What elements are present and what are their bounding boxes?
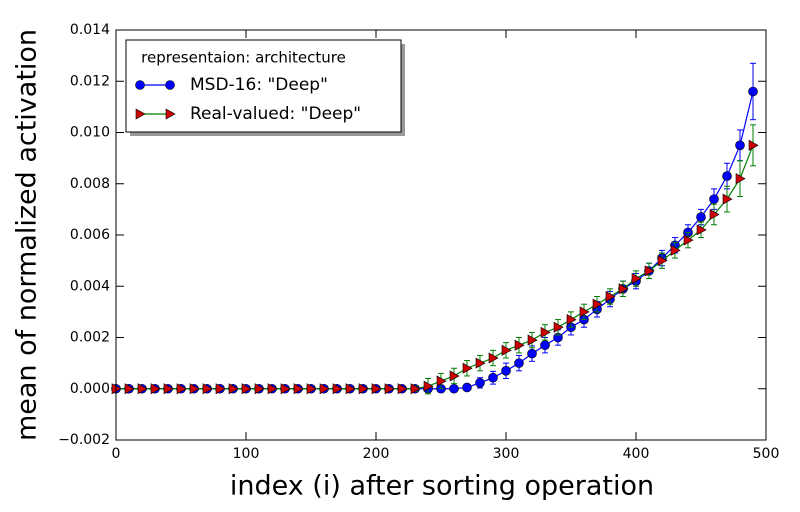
legend-marker [135, 80, 145, 90]
data-point [644, 265, 655, 277]
y-tick-label: 0.010 [70, 125, 110, 141]
data-point [410, 383, 421, 395]
legend-marker [135, 108, 146, 120]
legend-label: MSD-16: "Deep" [190, 75, 328, 95]
legend-title: representaion: architecture [141, 49, 346, 67]
data-point [748, 139, 759, 151]
data-point [293, 383, 304, 395]
data-point [475, 357, 486, 369]
y-axis-label: mean of normalized activation [12, 29, 43, 441]
data-point [176, 383, 187, 395]
y-tick-label: 0.014 [70, 22, 110, 38]
data-point [657, 255, 668, 267]
data-point [566, 314, 577, 326]
data-point [462, 362, 473, 374]
x-tick-label: 100 [233, 446, 260, 462]
data-point [579, 306, 590, 318]
data-point [189, 383, 200, 395]
data-point [280, 383, 291, 395]
data-point [150, 383, 161, 395]
data-point [228, 383, 239, 395]
y-tick-label: −0.002 [58, 432, 110, 448]
data-point [514, 339, 525, 351]
plot-frame [115, 29, 767, 441]
data-point [137, 383, 148, 395]
y-tick-label: 0.002 [70, 330, 110, 346]
data-point [462, 382, 472, 393]
data-point [670, 244, 681, 256]
data-point [722, 171, 732, 181]
data-point [124, 383, 135, 395]
data-point [735, 173, 746, 185]
data-point [241, 383, 252, 395]
y-tick-label: 0.006 [70, 227, 110, 243]
data-point [319, 383, 330, 395]
y-tick-label: 0.004 [70, 278, 110, 294]
data-point [488, 372, 498, 383]
data-point [475, 378, 485, 388]
y-tick-label: 0.012 [70, 73, 110, 89]
data-point [605, 290, 616, 303]
data-point [163, 383, 174, 395]
data-point [436, 375, 447, 387]
y-tick-label: 0.008 [70, 176, 110, 192]
x-tick-label: 500 [753, 446, 780, 462]
data-point [631, 273, 642, 285]
data-point [488, 352, 499, 364]
data-point [371, 383, 382, 395]
data-point [540, 340, 550, 350]
x-axis-label: index (i) after sorting operation [230, 471, 654, 502]
data-point [397, 383, 408, 395]
data-point [696, 212, 706, 222]
data-point [345, 383, 356, 395]
data-point [527, 348, 537, 359]
x-tick-label: 0 [112, 446, 121, 462]
data-point [306, 383, 317, 395]
data-point [748, 86, 758, 97]
data-point [267, 383, 278, 395]
data-point [683, 234, 694, 246]
data-point [514, 358, 524, 368]
legend-marker [165, 108, 176, 120]
data-point [449, 370, 460, 382]
data-point [527, 334, 538, 346]
data-point [202, 383, 213, 395]
data-point [215, 383, 226, 395]
data-point [501, 366, 511, 376]
data-point [423, 380, 434, 392]
data-point [709, 208, 720, 221]
data-point [332, 383, 343, 395]
data-point [384, 383, 395, 395]
data-point [722, 193, 733, 205]
data-point [735, 140, 745, 151]
data-point [618, 283, 629, 295]
y-tick-label: 0.000 [70, 381, 110, 397]
legend-label: Real-valued: "Deep" [190, 104, 361, 124]
data-point [358, 383, 369, 395]
data-point [709, 194, 719, 204]
data-point [501, 344, 512, 356]
x-tick-label: 200 [363, 446, 390, 462]
x-tick-label: 300 [493, 446, 520, 462]
data-point [449, 383, 459, 394]
data-point [592, 298, 603, 310]
legend-marker [165, 80, 175, 90]
data-point [540, 326, 551, 338]
data-point [696, 224, 707, 236]
x-tick-label: 400 [623, 446, 650, 462]
data-point [254, 383, 265, 395]
data-point [553, 321, 564, 333]
